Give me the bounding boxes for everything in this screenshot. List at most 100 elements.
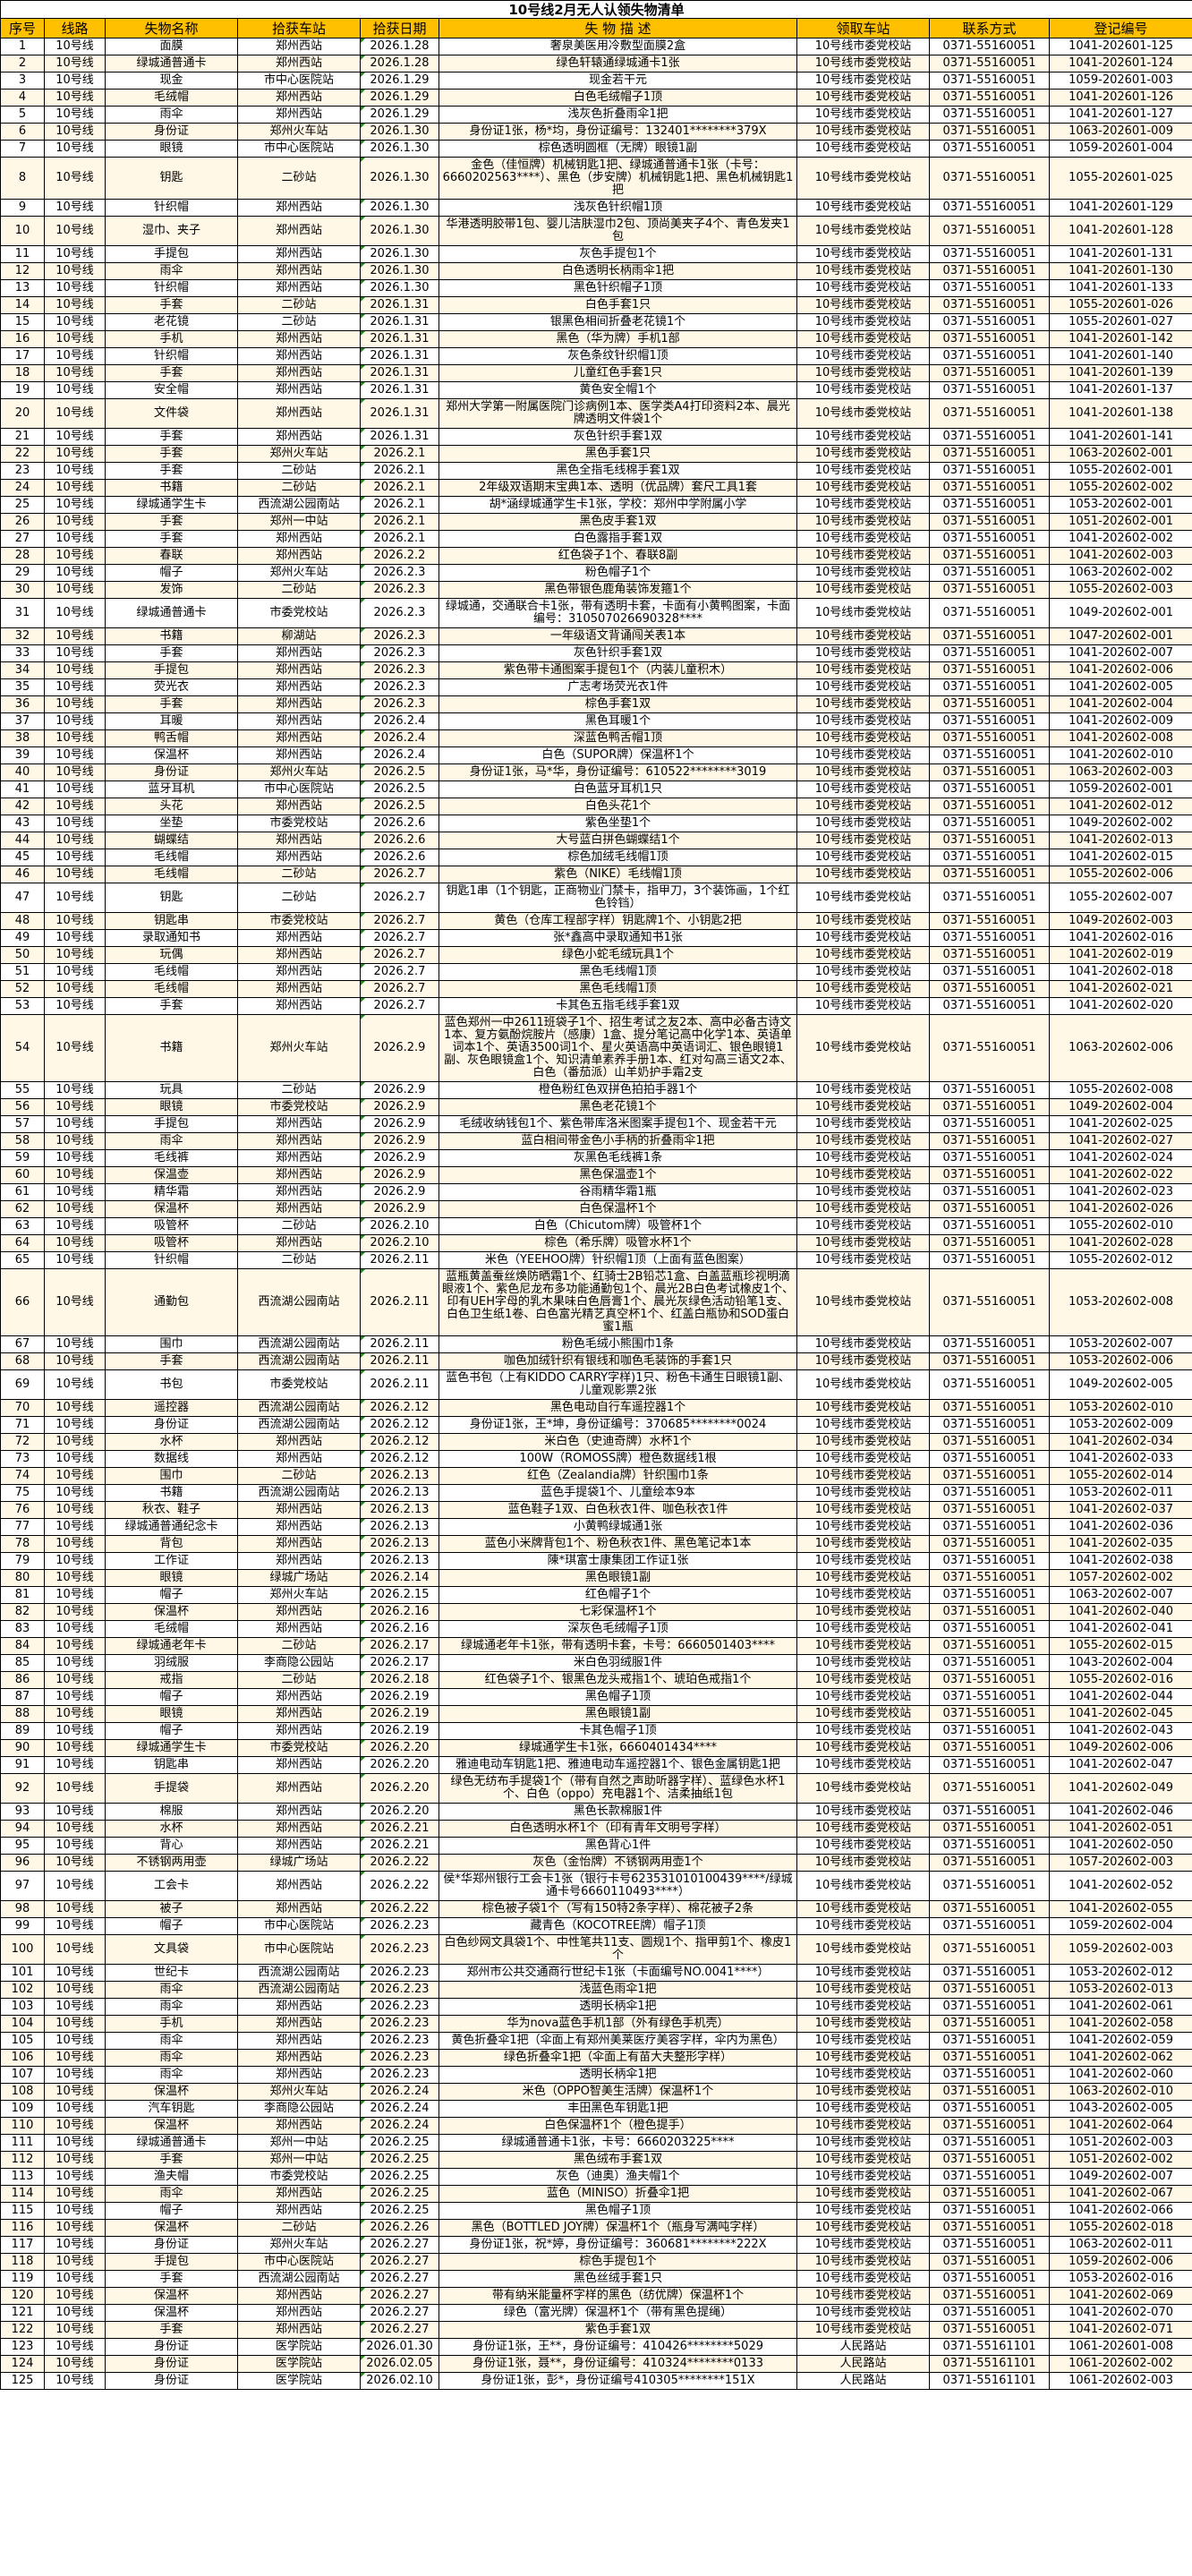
cell-found-date[interactable]: 2026.2.13 <box>360 1535 439 1553</box>
cell-description[interactable]: 绿色（富光牌）保温杯1个（带有黑色提绳） <box>438 2304 797 2322</box>
cell-description[interactable]: 黑色帽子1顶 <box>438 1688 797 1706</box>
cell-found-date[interactable]: 2026.1.30 <box>360 216 439 246</box>
cell-reg-no[interactable]: 1063-202602-002 <box>1048 564 1192 582</box>
cell-description[interactable]: 蓝色书包（上有KIDDO CARRY字样)1只、粉色卡通生日眼镜1副、儿童观影票… <box>438 1369 797 1400</box>
cell-reg-no[interactable]: 1055-202602-007 <box>1048 883 1192 913</box>
cell-item-name[interactable]: 身份证 <box>105 2236 238 2254</box>
cell-reg-no[interactable]: 1041-202602-064 <box>1048 2117 1192 2135</box>
cell-found-station[interactable]: 西流湖公园南站 <box>237 2270 361 2288</box>
cell-index[interactable]: 27 <box>0 530 45 548</box>
cell-item-name[interactable]: 手套 <box>105 462 238 480</box>
cell-index[interactable]: 71 <box>0 1416 45 1434</box>
cell-found-station[interactable]: 郑州火车站 <box>237 1014 361 1082</box>
cell-claim-station[interactable]: 10号线市委党校站 <box>796 2049 930 2067</box>
table-row[interactable]: 57 10号线 手提包 郑州西站 2026.2.9 毛绒收纳钱包1个、紫色带库洛米图案手提… <box>0 1115 1192 1133</box>
cell-found-date[interactable]: 2026.2.9 <box>360 1115 439 1133</box>
cell-found-date[interactable]: 2026.2.20 <box>360 1739 439 1757</box>
cell-contact[interactable]: 0371-55160051 <box>929 1637 1050 1655</box>
cell-index[interactable]: 58 <box>0 1132 45 1150</box>
cell-found-station[interactable]: 郑州西站 <box>237 89 361 107</box>
cell-line[interactable]: 10号线 <box>44 2219 106 2237</box>
cell-line[interactable]: 10号线 <box>44 1501 106 1519</box>
cell-contact[interactable]: 0371-55160051 <box>929 2253 1050 2271</box>
cell-claim-station[interactable]: 10号线市委党校站 <box>796 2185 930 2203</box>
cell-claim-station[interactable]: 10号线市委党校站 <box>796 2168 930 2186</box>
cell-index[interactable]: 41 <box>0 780 45 798</box>
cell-found-station[interactable]: 郑州火车站 <box>237 763 361 781</box>
cell-line[interactable]: 10号线 <box>44 1399 106 1417</box>
cell-line[interactable]: 10号线 <box>44 2117 106 2135</box>
cell-claim-station[interactable]: 10号线市委党校站 <box>796 398 930 429</box>
cell-found-station[interactable]: 郑州西站 <box>237 262 361 280</box>
table-row[interactable]: 125 10号线 身份证 医学院站 2026.02.10 身份证1张，彭*，身份证编号41… <box>0 2372 1192 2390</box>
cell-item-name[interactable]: 保温杯 <box>105 2117 238 2135</box>
cell-item-name[interactable]: 雨伞 <box>105 1998 238 2016</box>
cell-description[interactable]: 蓝色郑州一中2611班袋子1个、招生考试之友2本、高中必备古诗文1本、复方氨酚烷… <box>438 1014 797 1082</box>
cell-found-date[interactable]: 2026.2.7 <box>360 866 439 883</box>
cell-found-station[interactable]: 郑州西站 <box>237 1837 361 1855</box>
cell-item-name[interactable]: 毛线帽 <box>105 849 238 866</box>
table-row[interactable]: 22 10号线 手套 郑州火车站 2026.2.1 黑色手套1只 10号线市委党校站 0371… <box>0 445 1192 463</box>
cell-contact[interactable]: 0371-55160051 <box>929 1837 1050 1855</box>
cell-claim-station[interactable]: 10号线市委党校站 <box>796 157 930 200</box>
cell-claim-station[interactable]: 10号线市委党校站 <box>796 1183 930 1201</box>
table-row[interactable]: 55 10号线 玩具 二砂站 2026.2.9 橙色粉红色双拼色拍拍手器1个 10号线市委党… <box>0 1081 1192 1099</box>
cell-claim-station[interactable]: 10号线市委党校站 <box>796 530 930 548</box>
cell-found-date[interactable]: 2026.2.9 <box>360 1200 439 1218</box>
cell-reg-no[interactable]: 1055-202602-001 <box>1048 462 1192 480</box>
cell-found-date[interactable]: 2026.2.27 <box>360 2270 439 2288</box>
table-row[interactable]: 47 10号线 钥匙 二砂站 2026.2.7 钥匙1串（1个钥匙，正商物业门禁卡，指甲刀… <box>0 883 1192 913</box>
cell-line[interactable]: 10号线 <box>44 849 106 866</box>
cell-found-station[interactable]: 郑州西站 <box>237 330 361 348</box>
cell-contact[interactable]: 0371-55160051 <box>929 695 1050 713</box>
cell-found-station[interactable]: 郑州西站 <box>237 1535 361 1553</box>
table-row[interactable]: 64 10号线 吸管杯 郑州西站 2026.2.10 棕色（希乐牌）吸管水杯1个 10号线市… <box>0 1234 1192 1252</box>
cell-line[interactable]: 10号线 <box>44 296 106 314</box>
cell-claim-station[interactable]: 10号线市委党校站 <box>796 1518 930 1536</box>
cell-index[interactable]: 63 <box>0 1217 45 1235</box>
cell-line[interactable]: 10号线 <box>44 2253 106 2271</box>
table-row[interactable]: 5 10号线 雨伞 郑州西站 2026.1.29 浅灰色折叠雨伞1把 10号线市委党校站 03… <box>0 106 1192 124</box>
cell-line[interactable]: 10号线 <box>44 1234 106 1252</box>
cell-reg-no[interactable]: 1063-202602-010 <box>1048 2083 1192 2101</box>
cell-found-station[interactable]: 郑州西站 <box>237 1132 361 1150</box>
cell-found-station[interactable]: 绿城广场站 <box>237 1569 361 1587</box>
table-row[interactable]: 44 10号线 蝴蝶结 郑州西站 2026.2.6 大号蓝白拼色蝴蝶结1个 10号线市委党校… <box>0 832 1192 849</box>
cell-index[interactable]: 46 <box>0 866 45 883</box>
cell-contact[interactable]: 0371-55160051 <box>929 38 1050 55</box>
table-row[interactable]: 122 10号线 手套 郑州西站 2026.2.27 紫色手套1双 10号线市委党校站 037… <box>0 2321 1192 2339</box>
cell-claim-station[interactable]: 10号线市委党校站 <box>796 1620 930 1638</box>
cell-line[interactable]: 10号线 <box>44 347 106 365</box>
cell-item-name[interactable]: 绿城通普通卡 <box>105 2134 238 2152</box>
cell-description[interactable]: 深蓝色鸭舌帽1顶 <box>438 729 797 747</box>
cell-claim-station[interactable]: 10号线市委党校站 <box>796 1217 930 1235</box>
cell-reg-no[interactable]: 1061-202601-008 <box>1048 2338 1192 2356</box>
table-row[interactable]: 67 10号线 围巾 西流湖公园南站 2026.2.11 粉色毛绒小熊围巾1条 10号线市委… <box>0 1335 1192 1353</box>
cell-reg-no[interactable]: 1059-202602-003 <box>1048 1934 1192 1965</box>
cell-found-station[interactable]: 李商隐公园站 <box>237 2100 361 2118</box>
cell-found-station[interactable]: 郑州西站 <box>237 1450 361 1468</box>
cell-index[interactable]: 101 <box>0 1964 45 1982</box>
cell-line[interactable]: 10号线 <box>44 1433 106 1451</box>
cell-contact[interactable]: 0371-55160051 <box>929 462 1050 480</box>
cell-description[interactable]: 绿城通，交通联合卡1张，带有透明卡套，卡面有小黄鸭图案，卡面编号：3105070… <box>438 598 797 628</box>
cell-found-date[interactable]: 2026.2.5 <box>360 763 439 781</box>
cell-description[interactable]: 黑色长款棉服1件 <box>438 1803 797 1821</box>
cell-found-station[interactable]: 郑州西站 <box>237 678 361 696</box>
table-row[interactable]: 19 10号线 安全帽 郑州西站 2026.1.31 黄色安全帽1个 10号线市委党校站 03… <box>0 381 1192 399</box>
cell-line[interactable]: 10号线 <box>44 815 106 832</box>
cell-index[interactable]: 51 <box>0 963 45 981</box>
cell-index[interactable]: 17 <box>0 347 45 365</box>
cell-claim-station[interactable]: 10号线市委党校站 <box>796 1234 930 1252</box>
cell-claim-station[interactable]: 10号线市委党校站 <box>796 2321 930 2339</box>
cell-claim-station[interactable]: 10号线市委党校站 <box>796 364 930 382</box>
cell-claim-station[interactable]: 10号线市委党校站 <box>796 1251 930 1269</box>
cell-description[interactable]: 蓝色小米牌背包1个、粉色秋衣1件、黑色笔记本1本 <box>438 1535 797 1553</box>
cell-claim-station[interactable]: 10号线市委党校站 <box>796 2117 930 2135</box>
table-row[interactable]: 3 10号线 现金 市中心医院站 2026.1.29 现金若干元 10号线市委党校站 0371… <box>0 72 1192 90</box>
table-row[interactable]: 39 10号线 保温杯 郑州西站 2026.2.4 白色（SUPOR牌）保温杯1个 10号线… <box>0 746 1192 764</box>
cell-claim-station[interactable]: 人民路站 <box>796 2338 930 2356</box>
cell-found-station[interactable]: 医学院站 <box>237 2338 361 2356</box>
cell-found-date[interactable]: 2026.2.11 <box>360 1335 439 1353</box>
cell-index[interactable]: 87 <box>0 1688 45 1706</box>
